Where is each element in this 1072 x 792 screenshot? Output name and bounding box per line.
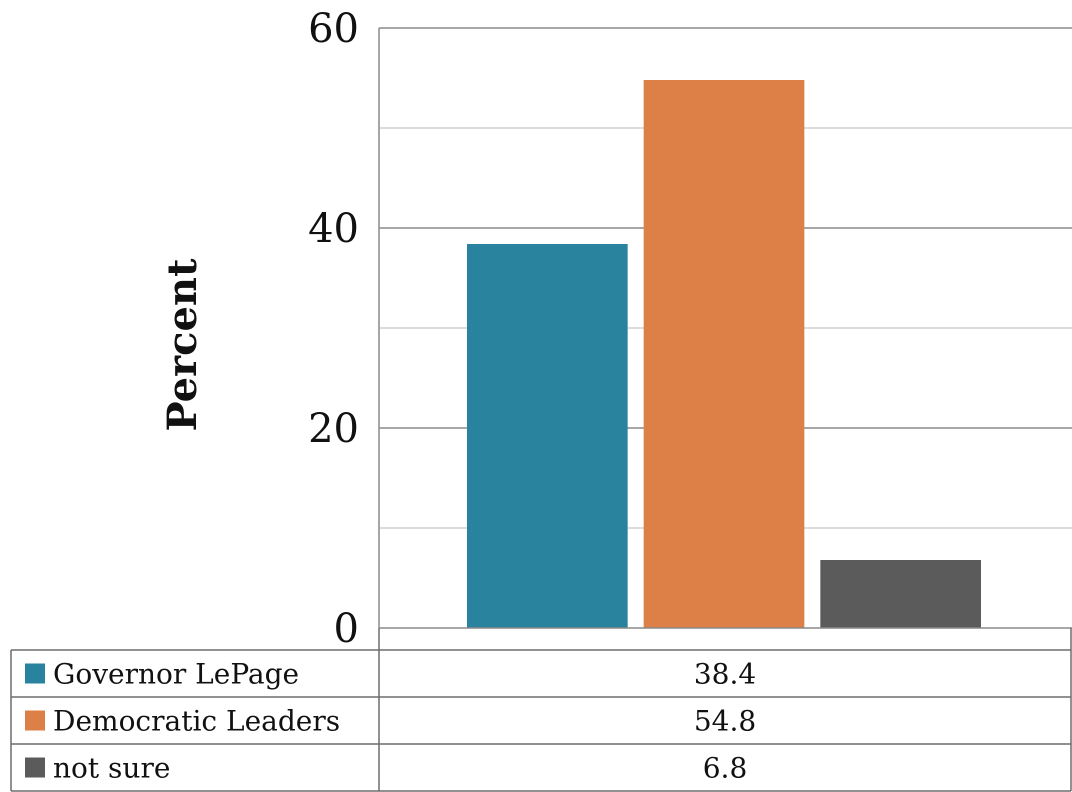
bar-governor-lepage [467, 244, 628, 628]
y-tick-label: 0 [334, 606, 359, 652]
y-axis-label: Percent [159, 258, 206, 431]
legend-swatch [25, 663, 45, 684]
bar-democratic-leaders [643, 80, 805, 628]
y-tick-label: 60 [308, 6, 359, 52]
y-tick-label: 40 [308, 206, 359, 252]
legend-label: Governor LePage [53, 658, 299, 691]
data-label: 38.4 [694, 658, 756, 691]
y-tick-label: 20 [308, 406, 359, 452]
legend-swatch [25, 710, 45, 731]
data-label: 6.8 [703, 752, 748, 785]
axes [378, 28, 1072, 629]
legend-label: Democratic Leaders [53, 705, 340, 738]
bars [467, 80, 981, 628]
legend-label: not sure [53, 752, 170, 785]
data-label: 54.8 [694, 705, 756, 738]
legend-swatch [25, 757, 45, 778]
data-table: Governor LePage 38.4 Democratic Leaders 54.… [10, 628, 1072, 792]
bar-not-sure [820, 560, 981, 628]
y-axis-ticks: 0 20 40 60 [308, 6, 359, 652]
